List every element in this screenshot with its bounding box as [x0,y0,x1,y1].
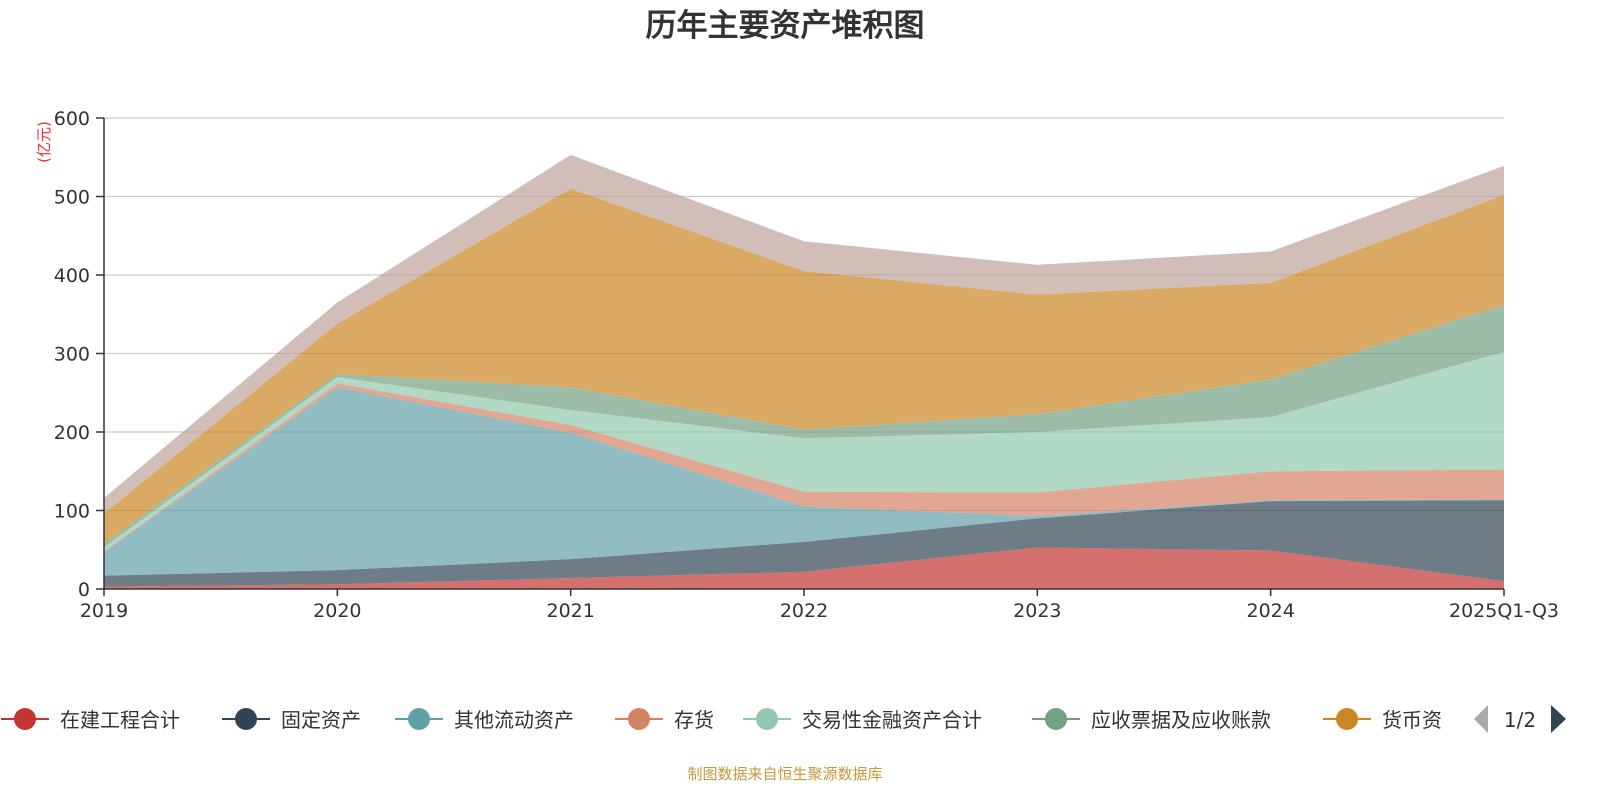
legend-circle-marker [14,708,36,730]
legend: 在建工程合计 固定资产 其他流动资产 存货 交易性金融资产合计 应收票据及应收账款 货币资 1… [1,705,1566,733]
y-tick-label: 100 [54,501,90,523]
chart-title: 历年主要资产堆积图 [646,8,925,44]
legend-item[interactable]: 其他流动资产 [395,708,574,732]
x-tick-label: 2023 [1013,600,1061,622]
legend-circle-marker [1045,708,1067,730]
y-tick-label: 0 [78,579,90,601]
legend-item[interactable]: 货币资 [1323,708,1442,732]
x-tick-label: 2024 [1246,600,1294,622]
area-series [104,154,1504,589]
y-tick-label: 600 [54,108,90,130]
x-tick-label: 2020 [313,600,361,622]
legend-circle-marker [408,708,430,730]
y-tick-label: 300 [54,344,90,366]
x-tick-label: 2019 [80,600,128,622]
y-tick-label: 400 [54,265,90,287]
area-交易性金融资产合计 [104,351,1504,552]
legend-circle-marker [235,708,257,730]
legend-label: 交易性金融资产合计 [802,708,982,732]
area-series-8 [104,154,1504,514]
area-在建工程合计 [104,547,1504,589]
y-axis-unit: (亿元) [35,121,53,163]
legend-item[interactable]: 在建工程合计 [1,708,180,732]
legend-circle-marker [1336,708,1358,730]
legend-item[interactable]: 存货 [615,708,714,732]
y-tick-label: 200 [54,422,90,444]
data-source-footer: 制图数据来自恒生聚源数据库 [687,765,882,783]
y-tick-label: 500 [54,187,90,209]
area-货币资 [104,188,1504,544]
area-其他流动资产 [104,387,1504,576]
legend-label: 货币资 [1382,708,1442,732]
legend-label: 在建工程合计 [60,708,180,732]
legend-label: 固定资产 [281,708,361,732]
legend-prev-page-icon[interactable] [1474,705,1488,733]
legend-page-indicator: 1/2 [1504,708,1536,732]
legend-label: 其他流动资产 [454,708,574,732]
x-tick-label: 2022 [780,600,828,622]
area-固定资产 [104,500,1504,587]
legend-label: 存货 [674,708,714,732]
axes: 0 100 200 300 400 500 600 2019 2020 2021 2022 2023 2… [54,108,1559,622]
legend-item[interactable]: 固定资产 [222,708,361,732]
legend-circle-marker [628,708,650,730]
legend-circle-marker [756,708,778,730]
legend-item[interactable]: 交易性金融资产合计 [743,708,982,732]
x-tick-label: 2021 [546,600,594,622]
legend-label: 应收票据及应收账款 [1091,708,1271,732]
x-tick-label: 2025Q1-Q3 [1449,600,1559,622]
legend-item[interactable]: 应收票据及应收账款 [1032,708,1271,732]
legend-next-page-icon[interactable] [1551,705,1566,733]
